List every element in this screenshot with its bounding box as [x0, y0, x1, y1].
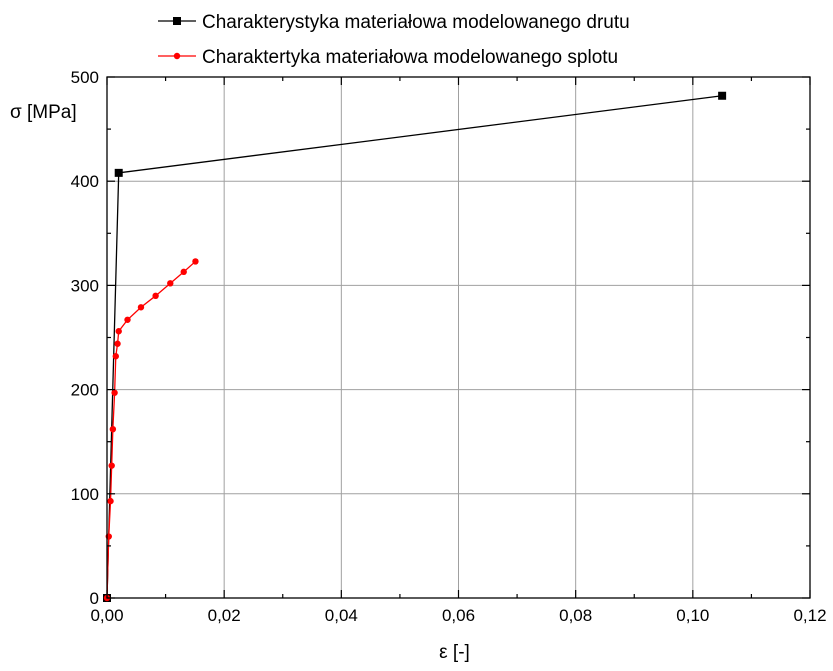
legend-swatch-square-marker — [173, 17, 181, 25]
legend: Charakterystyka materiałowa modelowanego… — [158, 12, 630, 68]
y-axis-label: σ [MPa] — [10, 102, 77, 123]
data-point-circle — [115, 328, 122, 335]
data-point-circle — [111, 389, 118, 396]
data-point-circle — [114, 340, 121, 347]
x-tick-label: 0,02 — [208, 606, 241, 625]
data-point-circle — [167, 280, 174, 287]
legend-label: Charakterystyka materiałowa modelowanego… — [202, 12, 630, 33]
x-tick-label: 0,04 — [325, 606, 358, 625]
data-point-circle — [108, 462, 115, 469]
y-tick-label: 400 — [71, 172, 99, 191]
data-point-circle — [137, 304, 145, 311]
series-line — [106, 260, 196, 599]
legend-item-strand: Charaktertyka materiałowa modelowanego s… — [158, 47, 618, 68]
series-strand — [103, 258, 199, 602]
data-point-circle — [152, 292, 159, 300]
x-tick-label: 0,10 — [676, 606, 709, 625]
data-point-circle — [112, 353, 119, 360]
y-tick-label: 0 — [90, 589, 99, 608]
data-point-circle — [180, 268, 187, 276]
data-point-circle — [124, 316, 131, 323]
legend-item-wire: Charakterystyka materiałowa modelowanego… — [158, 12, 630, 33]
series-wire — [103, 91, 727, 602]
x-axis-label: ε [-] — [439, 642, 470, 663]
axis-ticks: 0,00 0,02 0,04 0,06 0,08 0,10 0,12 0 100 200 300 40… — [71, 68, 827, 625]
x-tick-label: 0,00 — [90, 606, 123, 625]
data-point-circle — [107, 497, 114, 505]
x-tick-label: 0,06 — [442, 606, 475, 625]
grid — [107, 77, 810, 598]
data-point-square — [718, 91, 727, 100]
y-tick-label: 100 — [71, 485, 99, 504]
x-tick-label: 0,08 — [559, 606, 592, 625]
data-point-circle — [192, 258, 199, 265]
plot-series — [103, 91, 727, 602]
legend-swatch-circle-marker — [173, 52, 181, 60]
legend-label: Charaktertyka materiałowa modelowanego s… — [202, 47, 618, 68]
data-point-square — [114, 168, 123, 177]
y-tick-label: 300 — [71, 276, 99, 295]
y-tick-label: 500 — [71, 68, 99, 87]
series-line — [106, 95, 723, 599]
y-tick-label: 200 — [71, 381, 99, 400]
x-tick-label: 0,12 — [793, 606, 826, 625]
data-point-circle — [109, 425, 117, 433]
